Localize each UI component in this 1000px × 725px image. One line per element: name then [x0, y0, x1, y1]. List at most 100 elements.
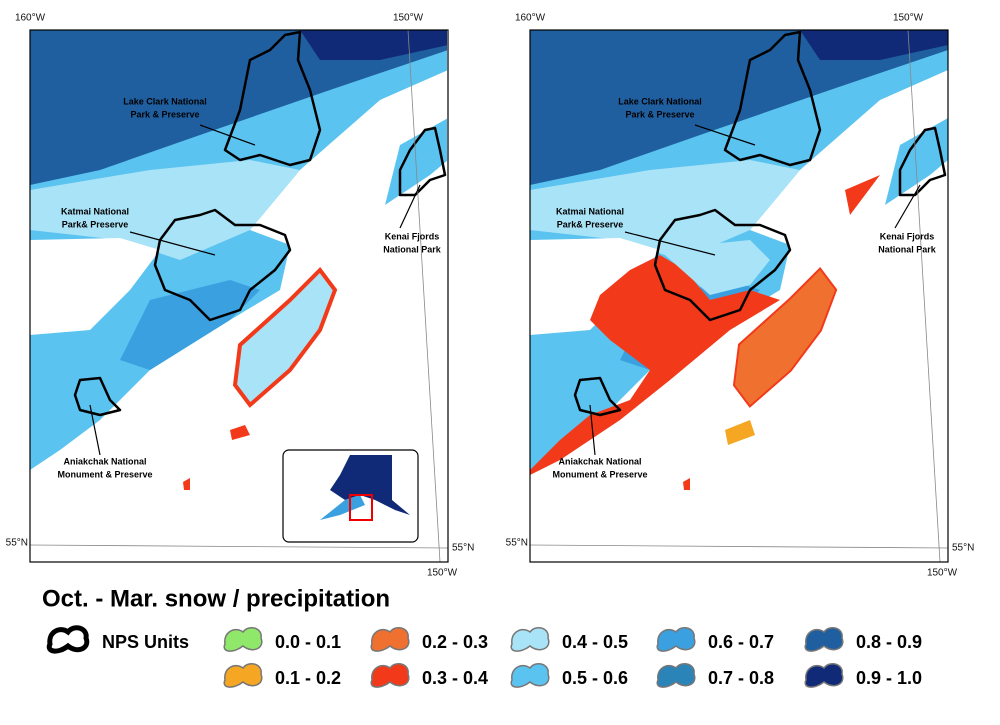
- legend-swatch: [656, 663, 696, 688]
- land-dark: [30, 30, 447, 185]
- legend-label: 0.6 - 0.7: [708, 632, 774, 652]
- park-outline: [898, 126, 947, 197]
- graticule-line: [407, 29, 441, 563]
- bay: [530, 238, 660, 335]
- inset-extent: [349, 494, 373, 521]
- island: [683, 478, 690, 490]
- inset-alaska: [330, 455, 410, 515]
- leader-line: [129, 231, 216, 256]
- park-outline: [153, 208, 292, 322]
- leader-line: [624, 231, 716, 256]
- park-outline: [73, 376, 122, 417]
- graticule-label: 55°N: [952, 543, 974, 554]
- region-orange: [530, 255, 780, 475]
- park-label: Katmai National: [61, 206, 129, 216]
- park-outline: [723, 30, 822, 167]
- graticule-label: 160°W: [15, 13, 46, 24]
- bay: [30, 238, 160, 335]
- leader-line: [589, 404, 596, 456]
- park-label: National Park: [878, 244, 937, 254]
- island: [183, 478, 190, 490]
- leader-line: [199, 124, 256, 146]
- land-dark: [530, 30, 948, 185]
- park-label: Park & Preserve: [625, 109, 694, 119]
- park-label: Kenai Fjords: [880, 231, 935, 241]
- park-label: Katmai National: [556, 206, 624, 216]
- map-panel: 160°W 150°W 55°N 55°N 150°W Lake Clark Nation…: [6, 13, 475, 579]
- graticule-label: 150°W: [927, 568, 958, 579]
- region-light: [665, 240, 770, 295]
- land-mid: [120, 280, 260, 370]
- leader-line: [694, 124, 756, 146]
- legend-label: 0.7 - 0.8: [708, 668, 774, 688]
- park-label: Kenai Fjords: [385, 231, 440, 241]
- graticule-label: 150°W: [893, 13, 924, 24]
- leader-line: [399, 184, 421, 229]
- legend-swatch: [510, 627, 550, 652]
- map-area: [530, 30, 948, 562]
- island: [232, 266, 338, 408]
- land-darkest: [800, 30, 948, 60]
- legend-label: 0.2 - 0.3: [422, 632, 488, 652]
- legend-label: 0.1 - 0.2: [275, 668, 341, 688]
- legend-swatch: [370, 663, 410, 688]
- park-label: Monument & Preserve: [552, 469, 647, 479]
- leader-line: [89, 404, 101, 456]
- graticule-label: 150°W: [393, 13, 424, 24]
- legend-swatch: [223, 663, 263, 688]
- graticule-label: 55°N: [452, 543, 474, 554]
- coast-orange: [845, 175, 880, 215]
- legend-swatch: [656, 627, 696, 652]
- park-label: Aniakchak National: [63, 456, 146, 466]
- map-frame: [529, 29, 949, 563]
- park-label: Park & Preserve: [130, 109, 199, 119]
- legend-swatch: [510, 663, 550, 688]
- park-outline: [223, 30, 322, 167]
- legend-swatch: [223, 627, 263, 652]
- graticule-line: [907, 29, 941, 563]
- park-label: Lake Clark National: [618, 96, 702, 106]
- park-label: National Park: [383, 244, 442, 254]
- legend-label: 0.3 - 0.4: [422, 668, 488, 688]
- legend-label: NPS Units: [102, 632, 189, 652]
- inset-peninsula: [320, 495, 365, 520]
- park-label: Park& Preserve: [557, 219, 624, 229]
- graticule-label: 160°W: [515, 13, 546, 24]
- inset-map: [282, 449, 419, 543]
- park-label: Park& Preserve: [62, 219, 129, 229]
- legend-label: 0.0 - 0.1: [275, 632, 341, 652]
- island: [230, 425, 250, 440]
- park-outline: [573, 376, 622, 417]
- inlet: [785, 75, 948, 215]
- park-outline: [653, 208, 792, 322]
- park-label: Aniakchak National: [558, 456, 641, 466]
- island-orange: [735, 270, 835, 405]
- land-light: [530, 160, 800, 260]
- legend-swatch: [804, 663, 844, 688]
- graticule-label: 55°N: [506, 538, 528, 549]
- park-outline: [398, 126, 447, 197]
- legend-swatch: [804, 627, 844, 652]
- legend-label: 0.8 - 0.9: [856, 632, 922, 652]
- map-panel: 160°W 150°W 55°N 55°N 150°W Lake Clark Nation…: [506, 13, 975, 579]
- legend-outline-swatch: [46, 625, 90, 654]
- map-frame: [29, 29, 449, 563]
- land-light: [30, 160, 300, 260]
- graticule-label: 55°N: [6, 538, 28, 549]
- legend-title: Oct. - Mar. snow / precipitation: [42, 585, 390, 612]
- inlet: [285, 75, 447, 215]
- graticule-line: [29, 544, 449, 549]
- graticule-label: 150°W: [427, 568, 458, 579]
- park-label: Lake Clark National: [123, 96, 207, 106]
- legend-label: 0.9 - 1.0: [856, 668, 922, 688]
- land-darkest: [300, 30, 447, 60]
- leader-line: [894, 184, 921, 229]
- park-label: Monument & Preserve: [57, 469, 152, 479]
- legend: NPS Units 0.0 - 0.1 0.1 - 0.2 0.2 - 0.3 0.3 …: [46, 625, 922, 688]
- legend-label: 0.5 - 0.6: [562, 668, 628, 688]
- island-yellow: [725, 420, 755, 445]
- graticule-line: [529, 544, 949, 549]
- legend-swatch: [370, 627, 410, 652]
- legend-label: 0.4 - 0.5: [562, 632, 628, 652]
